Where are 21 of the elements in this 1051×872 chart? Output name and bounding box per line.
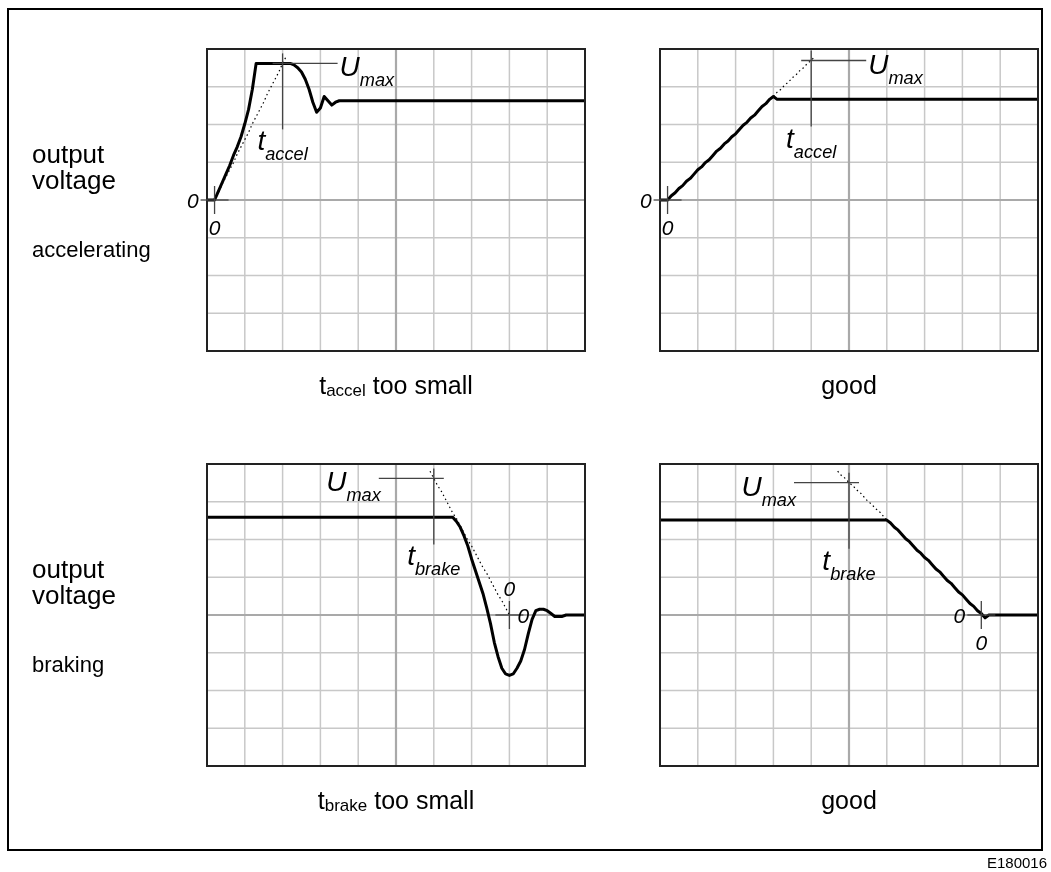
text: 0 [639, 189, 652, 212]
annotation: U$_{max}$ [326, 466, 382, 506]
y-axis-title: output voltage [32, 554, 116, 610]
x-tick-label: t$_{brake}$ [407, 540, 461, 580]
x-tick-label: t$_{brake}$ [822, 544, 876, 584]
text: accelerating [32, 237, 151, 262]
annotation: U$_{max}$ [868, 48, 924, 88]
y-axis-title: output voltage [32, 139, 116, 195]
annotation: U$_{max}$ [339, 51, 396, 91]
x-tick-label: t$_{accel}$ [257, 125, 309, 165]
text: good [821, 786, 877, 814]
text: 0 [186, 189, 199, 212]
annotation: U$_{max}$ [741, 470, 797, 510]
text: t$_{brake}$ too small [317, 786, 475, 815]
x-tick-label: t$_{accel}$ [786, 122, 838, 162]
text: t$_{accel}$ too small [319, 371, 473, 400]
annotation: 0 [517, 604, 530, 627]
text: E180016 [986, 854, 1047, 871]
annotation: 0 [953, 604, 966, 627]
text: good [821, 371, 877, 399]
text: braking [32, 652, 105, 677]
